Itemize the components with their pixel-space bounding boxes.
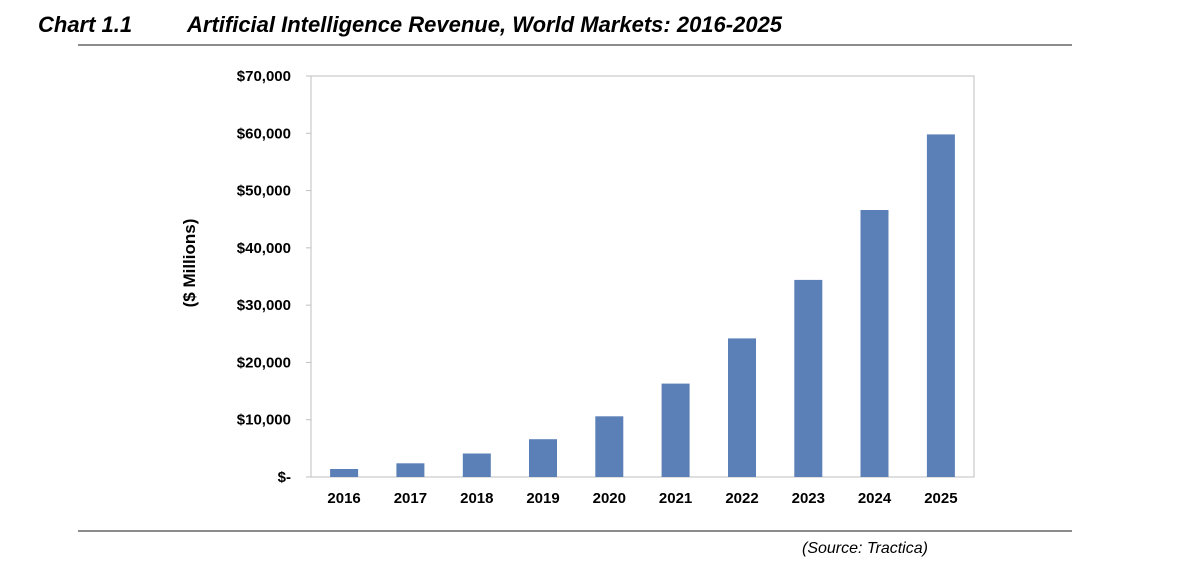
bar-2021 bbox=[661, 383, 690, 477]
x-tick-label: 2022 bbox=[725, 490, 758, 507]
chart-title: Artificial Intelligence Revenue, World M… bbox=[187, 12, 783, 37]
bar-2022 bbox=[728, 338, 756, 477]
bar-series bbox=[330, 134, 955, 477]
y-tick-label: $- bbox=[278, 469, 291, 486]
y-tick-label: $70,000 bbox=[237, 68, 291, 85]
x-tick-label: 2019 bbox=[526, 490, 559, 507]
top-divider bbox=[78, 44, 1072, 46]
x-tick-label: 2016 bbox=[327, 490, 360, 507]
bottom-divider bbox=[78, 530, 1072, 532]
y-tick-label: $20,000 bbox=[237, 354, 291, 371]
bar-2020 bbox=[595, 416, 624, 477]
x-tick-label: 2025 bbox=[924, 490, 957, 507]
x-tick-label: 2017 bbox=[394, 490, 427, 507]
bar-2017 bbox=[396, 463, 425, 477]
x-tick-label: 2018 bbox=[460, 490, 493, 507]
y-axis: $- $10,000 $20,000 $30,000 $40,000 $50,000 $60… bbox=[237, 68, 311, 486]
y-tick-label: $30,000 bbox=[237, 297, 291, 314]
source-note: (Source: Tractica) bbox=[802, 540, 928, 557]
chart-number-label: Chart 1.1 bbox=[38, 12, 133, 37]
bar-2023 bbox=[794, 279, 823, 477]
bar-2025 bbox=[926, 134, 955, 477]
x-tick-label: 2021 bbox=[659, 490, 692, 507]
x-tick-label: 2023 bbox=[792, 490, 825, 507]
y-tick-label: $10,000 bbox=[237, 412, 291, 429]
bar-2019 bbox=[529, 439, 557, 477]
bar-2018 bbox=[462, 453, 491, 477]
bar-2024 bbox=[860, 210, 889, 477]
bar-2016 bbox=[330, 469, 359, 477]
x-axis: 2016 2017 2018 2019 2020 2021 2022 2023 2024 2025 bbox=[327, 490, 957, 507]
y-tick-label: $40,000 bbox=[237, 240, 291, 257]
y-tick-label: $50,000 bbox=[237, 183, 291, 200]
y-tick-label: $60,000 bbox=[237, 125, 291, 142]
plot-area bbox=[310, 75, 975, 478]
y-axis-title: ($ Millions) bbox=[180, 219, 199, 308]
x-tick-label: 2024 bbox=[858, 490, 892, 507]
x-tick-label: 2020 bbox=[593, 490, 626, 507]
